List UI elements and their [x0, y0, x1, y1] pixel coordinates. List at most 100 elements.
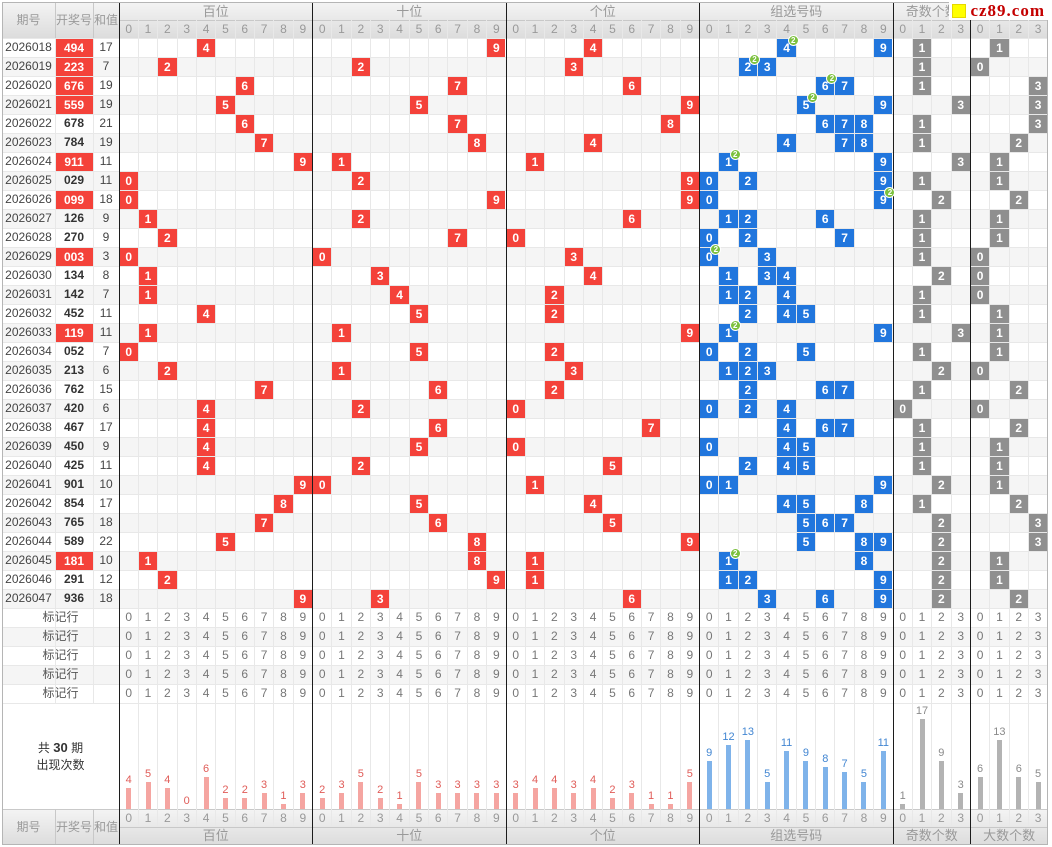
- mark-cell[interactable]: 0: [705, 686, 713, 700]
- mark-cell[interactable]: 2: [164, 667, 171, 681]
- mark-cell[interactable]: 1: [144, 629, 152, 643]
- mark-cell[interactable]: 2: [551, 629, 558, 643]
- mark-cell[interactable]: 7: [260, 629, 268, 643]
- mark-cell[interactable]: 5: [609, 610, 616, 624]
- mark-cell[interactable]: 6: [821, 686, 829, 700]
- mark-cell[interactable]: 7: [841, 686, 848, 700]
- mark-cell[interactable]: 4: [589, 648, 597, 662]
- mark-cell[interactable]: 3: [183, 629, 191, 643]
- mark-cell[interactable]: 4: [589, 629, 597, 643]
- mark-cell[interactable]: 4: [783, 648, 790, 662]
- mark-cell[interactable]: 1: [918, 610, 926, 624]
- mark-cell[interactable]: 1: [531, 648, 539, 662]
- mark-cell[interactable]: 8: [280, 667, 287, 681]
- mark-cell[interactable]: 6: [241, 629, 249, 643]
- mark-cell[interactable]: 5: [222, 629, 229, 643]
- mark-cell[interactable]: 9: [879, 667, 887, 681]
- mark-cell[interactable]: 0: [125, 610, 133, 624]
- mark-cell[interactable]: 7: [260, 648, 268, 662]
- mark-cell[interactable]: 5: [415, 629, 423, 643]
- mark-cell[interactable]: 1: [725, 629, 732, 643]
- mark-cell[interactable]: 2: [551, 667, 558, 681]
- mark-cell[interactable]: 6: [821, 648, 829, 662]
- mark-cell[interactable]: 7: [647, 610, 655, 624]
- mark-cell[interactable]: 0: [899, 667, 907, 681]
- mark-cell[interactable]: 3: [957, 648, 965, 662]
- mark-cell[interactable]: 1: [144, 610, 152, 624]
- mark-cell[interactable]: 2: [551, 648, 558, 662]
- mark-cell[interactable]: 5: [222, 686, 229, 700]
- mark-cell[interactable]: 6: [628, 629, 636, 643]
- mark-cell[interactable]: 1: [918, 648, 926, 662]
- mark-cell[interactable]: 2: [1015, 629, 1023, 643]
- mark-cell[interactable]: 2: [938, 648, 945, 662]
- mark-cell[interactable]: 2: [357, 686, 365, 700]
- mark-cell[interactable]: 5: [222, 667, 229, 681]
- mark-cell[interactable]: 8: [280, 629, 287, 643]
- mark-cell[interactable]: 2: [938, 686, 945, 700]
- mark-cell[interactable]: 6: [434, 648, 442, 662]
- mark-cell[interactable]: 3: [763, 667, 771, 681]
- mark-cell[interactable]: 9: [686, 686, 694, 700]
- mark-cell[interactable]: 9: [686, 610, 694, 624]
- mark-cell[interactable]: 3: [1034, 667, 1042, 681]
- mark-cell[interactable]: 3: [183, 610, 191, 624]
- mark-cell[interactable]: 0: [976, 667, 984, 681]
- mark-cell[interactable]: 4: [589, 610, 597, 624]
- mark-cell[interactable]: 1: [531, 667, 539, 681]
- mark-cell[interactable]: 1: [996, 667, 1003, 681]
- mark-cell[interactable]: 8: [860, 667, 868, 681]
- mark-cell[interactable]: 5: [802, 629, 810, 643]
- mark-cell[interactable]: 9: [299, 629, 307, 643]
- mark-cell[interactable]: 4: [589, 686, 597, 700]
- mark-cell[interactable]: 2: [1015, 610, 1023, 624]
- mark-cell[interactable]: 4: [396, 629, 403, 643]
- mark-cell[interactable]: 6: [241, 667, 249, 681]
- mark-cell[interactable]: 9: [492, 686, 500, 700]
- mark-cell[interactable]: 9: [299, 667, 307, 681]
- mark-cell[interactable]: 4: [589, 667, 597, 681]
- mark-cell[interactable]: 7: [454, 629, 461, 643]
- mark-cell[interactable]: 2: [357, 629, 365, 643]
- mark-cell[interactable]: 2: [164, 610, 171, 624]
- mark-cell[interactable]: 0: [318, 629, 326, 643]
- mark-cell[interactable]: 0: [512, 610, 520, 624]
- mark-cell[interactable]: 0: [318, 648, 326, 662]
- mark-cell[interactable]: 1: [338, 610, 345, 624]
- mark-cell[interactable]: 1: [725, 667, 732, 681]
- mark-cell[interactable]: 0: [125, 629, 133, 643]
- mark-cell[interactable]: 0: [705, 610, 713, 624]
- mark-cell[interactable]: 0: [899, 648, 907, 662]
- mark-cell[interactable]: 3: [376, 667, 384, 681]
- mark-cell[interactable]: 2: [551, 686, 558, 700]
- mark-cell[interactable]: 5: [609, 648, 616, 662]
- mark-cell[interactable]: 3: [376, 648, 384, 662]
- mark-cell[interactable]: 7: [454, 610, 461, 624]
- mark-cell[interactable]: 3: [570, 610, 578, 624]
- mark-cell[interactable]: 0: [705, 667, 713, 681]
- mark-cell[interactable]: 6: [434, 629, 442, 643]
- mark-cell[interactable]: 0: [125, 667, 133, 681]
- mark-cell[interactable]: 1: [918, 629, 926, 643]
- mark-cell[interactable]: 7: [647, 667, 655, 681]
- mark-cell[interactable]: 1: [531, 629, 539, 643]
- mark-cell[interactable]: 2: [551, 610, 558, 624]
- mark-cell[interactable]: 0: [899, 629, 907, 643]
- mark-cell[interactable]: 0: [125, 648, 133, 662]
- mark-cell[interactable]: 6: [628, 667, 636, 681]
- mark-cell[interactable]: 8: [473, 610, 481, 624]
- mark-cell[interactable]: 8: [473, 629, 481, 643]
- mark-cell[interactable]: 7: [260, 686, 268, 700]
- mark-cell[interactable]: 8: [473, 648, 481, 662]
- mark-cell[interactable]: 2: [744, 686, 752, 700]
- mark-cell[interactable]: 0: [125, 686, 133, 700]
- mark-cell[interactable]: 9: [686, 629, 694, 643]
- mark-cell[interactable]: 9: [686, 648, 694, 662]
- mark-cell[interactable]: 3: [763, 629, 771, 643]
- mark-cell[interactable]: 7: [454, 686, 461, 700]
- mark-cell[interactable]: 3: [570, 648, 578, 662]
- mark-cell[interactable]: 7: [454, 648, 461, 662]
- mark-cell[interactable]: 7: [454, 667, 461, 681]
- mark-cell[interactable]: 0: [976, 648, 984, 662]
- mark-cell[interactable]: 8: [667, 648, 674, 662]
